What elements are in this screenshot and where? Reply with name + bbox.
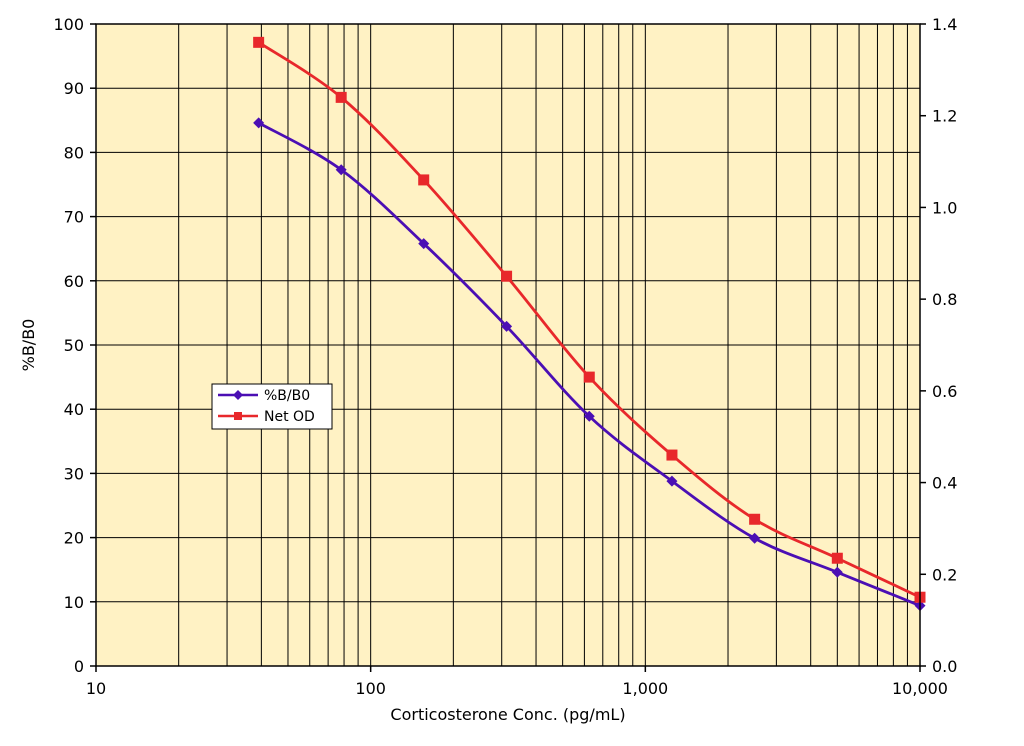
y-tick-label: 100: [53, 15, 84, 34]
x-axis-ticks: 10 100 1,000 10,000: [86, 666, 948, 698]
y-tick-label: 20: [64, 529, 84, 548]
y-tick-label: 50: [64, 336, 84, 355]
y-axis-title: %B/B0: [19, 319, 38, 372]
data-point-series-2: [418, 174, 430, 186]
y2-tick-label: 1.4: [932, 15, 957, 34]
data-markers: [253, 36, 926, 612]
x-tick-label: 1,000: [622, 679, 668, 698]
y-tick-label: 80: [64, 143, 84, 162]
data-point-series-1: [418, 238, 430, 250]
y2-tick-label: 0.8: [932, 290, 957, 309]
x-tick-label: 10,000: [892, 679, 948, 698]
left-axis-ticks: 0 10 20 30 40 50 60 70 80 90 100: [53, 15, 96, 676]
data-point-series-1: [583, 410, 595, 422]
y2-tick-label: 1.0: [932, 198, 957, 217]
legend-marker-series-2: [234, 412, 242, 420]
data-point-series-1: [749, 532, 761, 544]
data-point-series-2: [501, 270, 513, 282]
legend: %B/B0 Net OD: [211, 383, 333, 430]
y2-tick-label: 0.6: [932, 382, 957, 401]
legend-label-series-1: %B/B0: [264, 388, 310, 404]
legend-box: [211, 383, 333, 430]
data-point-series-2: [335, 91, 347, 103]
data-point-series-1: [253, 117, 265, 129]
y-tick-label: 70: [64, 208, 84, 227]
data-point-series-2: [583, 371, 595, 383]
data-point-series-1: [335, 164, 347, 176]
y-tick-label: 10: [64, 593, 84, 612]
x-axis-title: Corticosterone Conc. (pg/mL): [390, 705, 625, 724]
data-point-series-1: [501, 320, 513, 332]
x-tick-label: 10: [86, 679, 106, 698]
y2-tick-label: 0.4: [932, 474, 957, 493]
data-point-series-1: [831, 566, 843, 578]
legend-label-series-2: Net OD: [264, 409, 315, 425]
data-point-series-2: [253, 36, 265, 48]
y-tick-label: 0: [74, 657, 84, 676]
y2-tick-label: 1.2: [932, 107, 957, 126]
data-point-series-2: [749, 513, 761, 525]
y-tick-label: 90: [64, 79, 84, 98]
y2-tick-label: 0.2: [932, 565, 957, 584]
legend-marker-series-1: [233, 390, 243, 400]
y-tick-label: 60: [64, 272, 84, 291]
data-point-series-2: [666, 449, 678, 461]
y2-tick-label: 0.0: [932, 657, 957, 676]
data-point-series-1: [666, 475, 678, 487]
data-point-series-2: [831, 552, 843, 564]
right-axis-ticks: 0.0 0.2 0.4 0.6 0.8 1.0 1.2 1.4: [920, 15, 957, 676]
y-tick-label: 40: [64, 400, 84, 419]
x-tick-label: 100: [355, 679, 386, 698]
y-tick-label: 30: [64, 464, 84, 483]
grid-lines: [96, 24, 920, 666]
